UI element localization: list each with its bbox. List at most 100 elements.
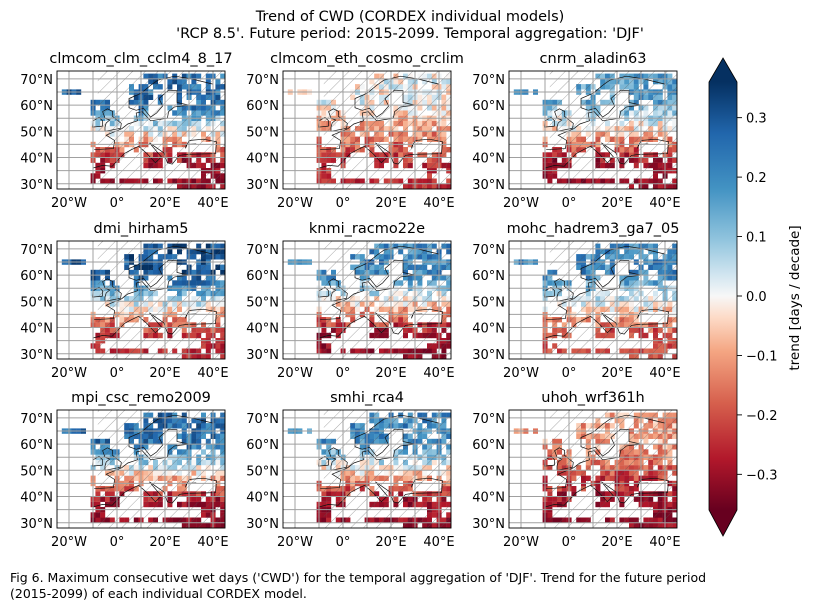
- coastline: [544, 116, 555, 128]
- x-tick-label: 40°E: [423, 366, 454, 381]
- coastline: [94, 75, 214, 151]
- x-tick-label: 20°E: [375, 366, 406, 381]
- x-tick-label: 20°E: [149, 196, 180, 211]
- figure-caption: Fig 6. Maximum consecutive wet days ('CW…: [10, 570, 805, 602]
- coastline: [318, 116, 329, 128]
- panel-frame: [282, 409, 452, 529]
- x-tick-label: 20°E: [149, 535, 180, 550]
- x-tick-label: 0°: [110, 196, 125, 211]
- x-tick-label: 20°E: [149, 366, 180, 381]
- y-tick-label: 60°N: [472, 438, 505, 453]
- y-tick-label: 70°N: [472, 412, 505, 427]
- map-panel: knmi_racmo22e 20°W 0° 20°E 40°E 30°N 40°N 50°N 6…: [246, 221, 454, 381]
- map-panel: clmcom_clm_cclm4_8_17 20°W 0° 20°E 40°E 30°N 4…: [20, 51, 232, 211]
- x-tick-label: 40°E: [197, 535, 228, 550]
- figure-title: Trend of CWD (CORDEX individual models): [255, 9, 565, 25]
- coastline: [546, 245, 666, 321]
- figure-subtitle: 'RCP 8.5'. Future period: 2015-2099. Tem…: [176, 26, 644, 42]
- coastline: [546, 414, 666, 490]
- y-tick-label: 60°N: [20, 438, 53, 453]
- y-tick-label: 30°N: [472, 517, 505, 532]
- panel-title: clmcom_eth_cosmo_crclim: [270, 51, 464, 67]
- map-panel: smhi_rca4 20°W 0° 20°E 40°E 30°N 40°N 50°N 60°N 7…: [246, 390, 454, 550]
- panel-frame: [56, 70, 226, 190]
- panel-frame: [508, 70, 678, 190]
- colorbar-tick-label: −0.3: [746, 468, 778, 483]
- colorbar-ticks: 0.3 0.2 0.1 0.0 −0.1 −0.2 −0.3: [737, 112, 778, 483]
- y-tick-label: 50°N: [20, 125, 53, 140]
- coastline: [318, 286, 329, 298]
- x-tick-label: 20°W: [503, 366, 539, 381]
- y-tick-label: 60°N: [246, 438, 279, 453]
- y-tick-label: 70°N: [20, 412, 53, 427]
- coastline: [92, 455, 103, 467]
- y-tick-label: 60°N: [246, 99, 279, 114]
- colorbar-tick-label: 0.3: [746, 112, 767, 127]
- panel-frame: [56, 240, 226, 360]
- x-tick-label: 20°W: [277, 535, 313, 550]
- y-tick-label: 60°N: [246, 269, 279, 284]
- y-tick-label: 60°N: [472, 99, 505, 114]
- map-panel: cnrm_aladin63 20°W 0° 20°E 40°E 30°N 40°N 50°N 6…: [472, 51, 680, 211]
- y-tick-label: 70°N: [20, 73, 53, 88]
- x-tick-label: 0°: [336, 535, 351, 550]
- y-tick-label: 40°N: [472, 152, 505, 167]
- x-tick-label: 40°E: [649, 366, 680, 381]
- x-tick-label: 0°: [562, 366, 577, 381]
- x-tick-label: 20°W: [503, 196, 539, 211]
- coastline: [328, 108, 348, 132]
- panel-frame: [282, 70, 452, 190]
- y-tick-label: 70°N: [20, 243, 53, 258]
- panel-title: smhi_rca4: [330, 390, 404, 406]
- panel-title: knmi_racmo22e: [309, 221, 425, 237]
- x-tick-label: 40°E: [197, 196, 228, 211]
- x-tick-label: 20°W: [277, 366, 313, 381]
- y-tick-label: 30°N: [20, 348, 53, 363]
- colorbar-tick-label: 0.2: [746, 171, 767, 186]
- colorbar-tick-label: 0.1: [746, 231, 767, 246]
- y-tick-label: 40°N: [246, 322, 279, 337]
- y-tick-label: 40°N: [472, 491, 505, 506]
- coastline: [92, 116, 103, 128]
- y-tick-label: 60°N: [20, 269, 53, 284]
- colorbar-tick-label: 0.0: [746, 290, 767, 305]
- y-tick-label: 30°N: [20, 517, 53, 532]
- panel-title: uhoh_wrf361h: [541, 390, 644, 406]
- y-tick-label: 50°N: [20, 295, 53, 310]
- y-tick-label: 50°N: [246, 125, 279, 140]
- x-tick-label: 20°E: [375, 535, 406, 550]
- coastline: [320, 414, 440, 490]
- x-tick-label: 20°W: [51, 535, 87, 550]
- colorbar-bottom-extension: [709, 510, 737, 536]
- coastline: [92, 286, 103, 298]
- x-tick-label: 20°W: [51, 366, 87, 381]
- y-tick-label: 50°N: [246, 295, 279, 310]
- panel-frame: [56, 409, 226, 529]
- colorbar-body: [709, 82, 737, 510]
- coastline: [102, 278, 122, 302]
- x-tick-label: 20°E: [601, 196, 632, 211]
- x-tick-label: 0°: [336, 196, 351, 211]
- x-tick-label: 0°: [336, 366, 351, 381]
- coastline: [546, 75, 666, 151]
- x-tick-label: 40°E: [649, 535, 680, 550]
- panel-title: dmi_hirham5: [94, 221, 189, 237]
- panel-title: cnrm_aladin63: [540, 51, 647, 67]
- x-tick-label: 20°W: [503, 535, 539, 550]
- y-tick-label: 50°N: [472, 295, 505, 310]
- y-tick-label: 40°N: [246, 491, 279, 506]
- map-panel: uhoh_wrf361h 20°W 0° 20°E 40°E 30°N 40°N 50°N 60…: [472, 390, 680, 550]
- colorbar-tick-label: −0.2: [746, 409, 778, 424]
- panel-title: mpi_csc_remo2009: [71, 390, 211, 406]
- y-tick-label: 30°N: [472, 178, 505, 193]
- map-panel: dmi_hirham5 20°W 0° 20°E 40°E 30°N 40°N 50°N 60°…: [20, 221, 228, 381]
- y-tick-label: 60°N: [472, 269, 505, 284]
- y-tick-label: 40°N: [20, 152, 53, 167]
- y-tick-label: 40°N: [246, 152, 279, 167]
- map-panel: mohc_hadrem3_ga7_05 20°W 0° 20°E 40°E 30°N 40°…: [472, 221, 680, 381]
- y-tick-label: 30°N: [246, 178, 279, 193]
- y-tick-label: 70°N: [246, 412, 279, 427]
- x-tick-label: 40°E: [423, 535, 454, 550]
- x-tick-label: 20°E: [375, 196, 406, 211]
